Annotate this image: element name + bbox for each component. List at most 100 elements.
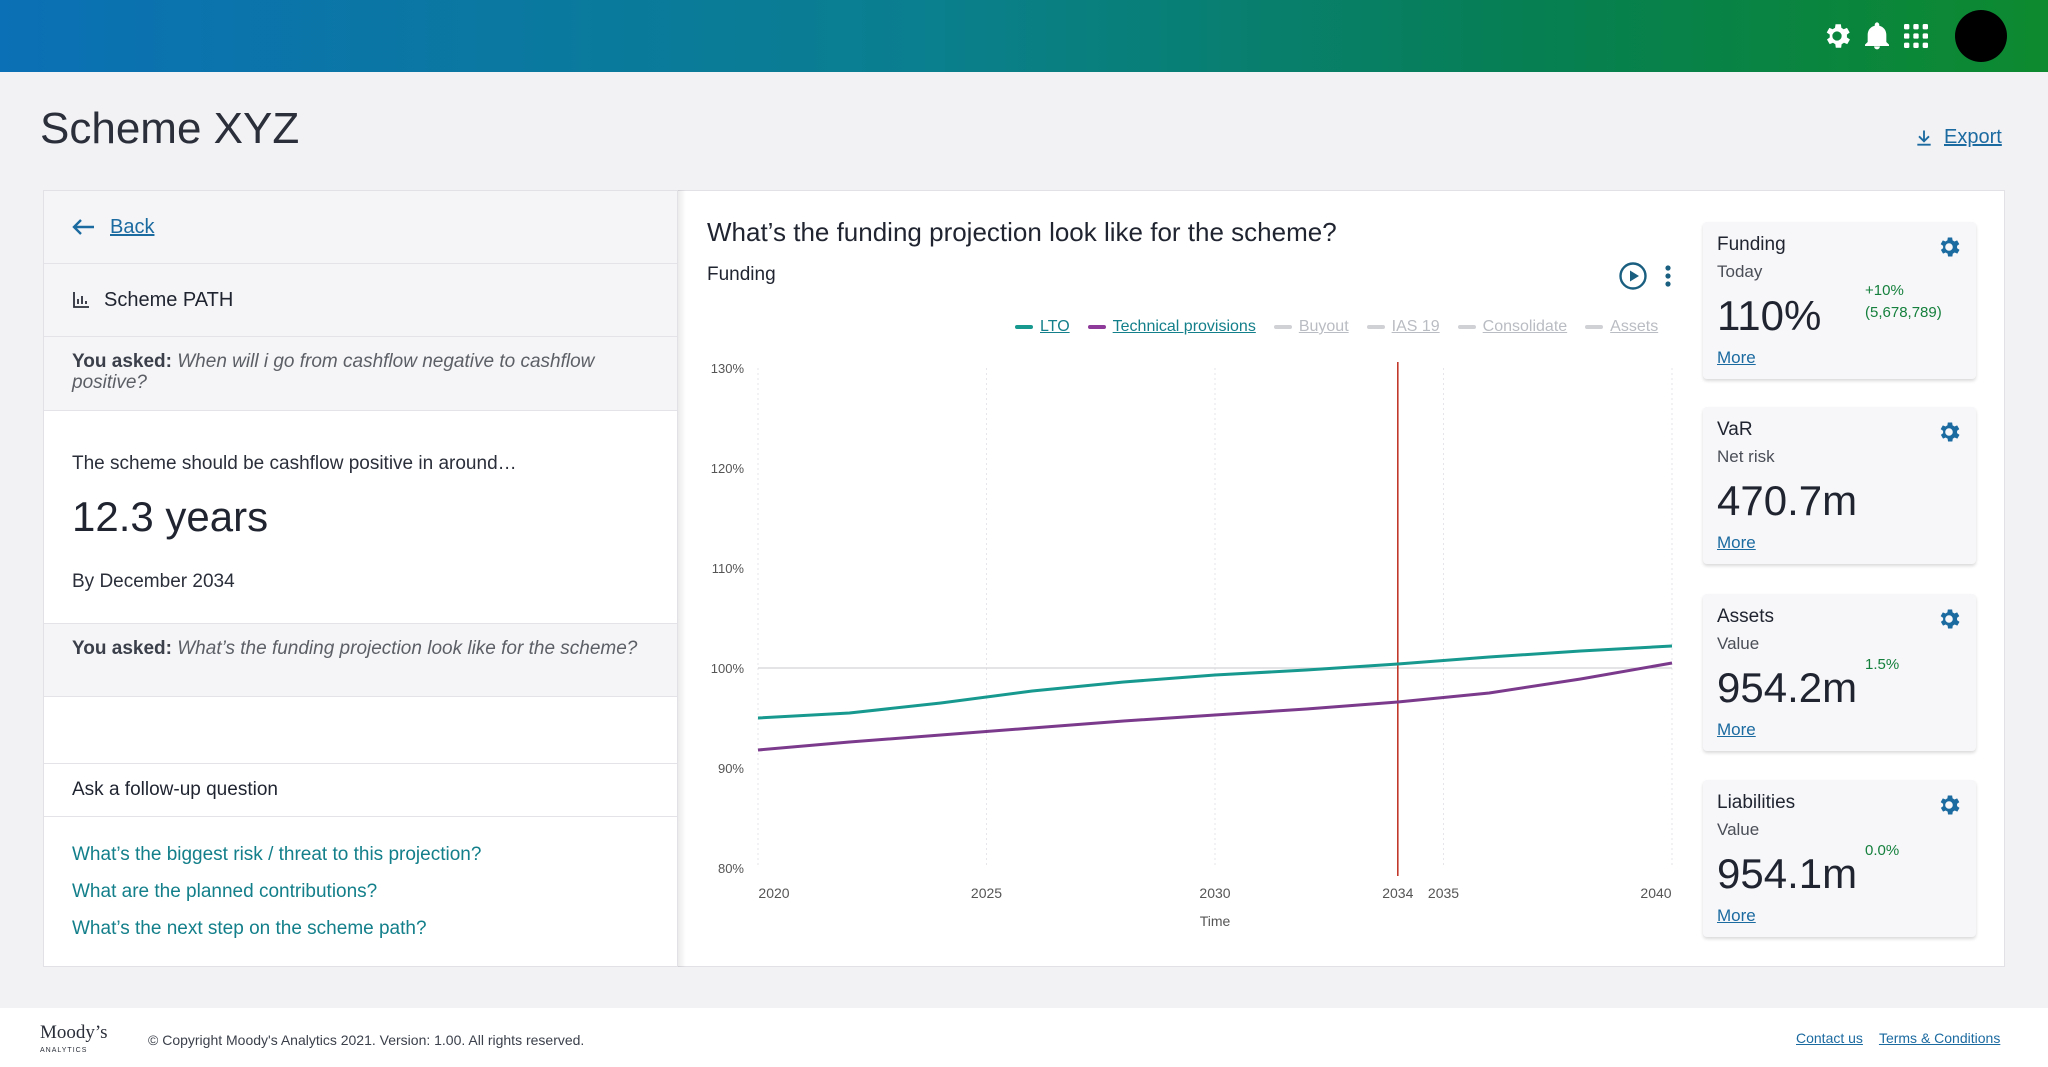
legend-item-assets[interactable]: Assets: [1585, 318, 1658, 336]
chart-legend: LTO Technical provisions Buyout IAS 19 C…: [1015, 318, 1658, 336]
play-icon[interactable]: [1618, 261, 1648, 291]
follow-up-link[interactable]: What’s the next step on the scheme path?: [72, 918, 427, 939]
back-label: Back: [110, 215, 155, 238]
x-tick-label: 2025: [971, 885, 1002, 901]
page-title: Scheme XYZ: [40, 104, 300, 153]
y-tick-label: 90%: [718, 761, 744, 776]
answer-value: 12.3 years: [72, 493, 269, 540]
x-tick-label: 2034: [1382, 885, 1413, 901]
asked-question-text: When will i go from cashflow negative to…: [72, 351, 595, 393]
scheme-path-label: Scheme PATH: [104, 288, 234, 311]
legend-item-lto[interactable]: LTO: [1015, 318, 1070, 336]
avatar[interactable]: [1955, 10, 2007, 62]
legend-swatch: [1585, 325, 1604, 329]
asked-question-text: What’s the funding projection look like …: [177, 638, 638, 659]
answer-date: By December 2034: [72, 571, 235, 592]
chart-title: Funding: [707, 264, 776, 285]
answer-block: The scheme should be cashflow positive i…: [44, 411, 677, 624]
kpi-card-assets: Assets Value 954.2m 1.5% More: [1703, 594, 1976, 751]
legend-item-buyout[interactable]: Buyout: [1273, 318, 1349, 336]
card-delta: 1.5%: [1865, 656, 1900, 673]
apps-grid-icon[interactable]: [1900, 20, 1932, 52]
legend-label: IAS 19: [1391, 318, 1440, 335]
kpi-card-funding: Funding Today 110% +10% (5,678,789) More: [1703, 222, 1976, 379]
y-tick-label: 110%: [712, 561, 745, 576]
copyright-text: © Copyright Moody's Analytics 2021. Vers…: [148, 1032, 585, 1048]
card-subtitle: Today: [1717, 262, 1763, 281]
export-label: Export: [1944, 126, 2002, 148]
asked-question-2: You asked: What’s the funding projection…: [44, 624, 677, 697]
top-bar: [0, 0, 2048, 72]
legend-swatch: [1087, 325, 1106, 329]
card-more-link[interactable]: More: [1717, 533, 1756, 552]
card-value: 954.1m: [1717, 850, 1858, 897]
scheme-path-header: Scheme PATH: [44, 264, 677, 337]
card-value: 954.2m: [1717, 664, 1858, 711]
asked-label: You asked:: [72, 638, 172, 659]
x-tick-label: 2035: [1428, 885, 1459, 901]
legend-swatch: [1457, 325, 1476, 329]
gear-icon[interactable]: [1936, 234, 1962, 260]
legend-swatch: [1273, 325, 1292, 329]
x-tick-label: 2020: [758, 885, 789, 901]
bell-icon[interactable]: [1861, 20, 1893, 52]
funding-chart: 80% 90% 100% 110% 120% 130% 2020 2025 2030 2034 20…: [711, 361, 1673, 929]
follow-up-title: Ask a follow-up question: [44, 764, 677, 817]
conversation-panel: Back Scheme PATH You asked: When will i …: [43, 190, 678, 967]
legend-item-ias19[interactable]: IAS 19: [1366, 318, 1440, 336]
card-value: 470.7m: [1717, 477, 1858, 524]
card-subtitle: Value: [1717, 634, 1760, 653]
x-axis-label: Time: [1200, 913, 1231, 929]
follow-up-link[interactable]: What are the planned contributions?: [72, 881, 378, 902]
card-more-link[interactable]: More: [1717, 906, 1756, 925]
card-subtitle: Value: [1717, 820, 1760, 839]
follow-up-list: What’s the biggest risk / threat to this…: [72, 836, 481, 947]
series-line-lto: [757, 644, 1673, 720]
follow-up-link[interactable]: What’s the biggest risk / threat to this…: [72, 844, 482, 865]
more-vertical-icon[interactable]: [1661, 263, 1675, 289]
gear-icon[interactable]: [1821, 20, 1853, 52]
x-tick-label: 2040: [1640, 885, 1671, 901]
back-link[interactable]: Back: [44, 191, 677, 264]
legend-swatch: [1015, 325, 1033, 329]
card-title: VaR: [1717, 419, 1753, 440]
chart-question: What’s the funding projection look like …: [707, 217, 1337, 247]
moodys-logo: Moody’s ANALYTICS: [40, 1023, 108, 1058]
download-icon: [1917, 130, 1931, 146]
legend-swatch: [1366, 325, 1385, 329]
card-value: 110%: [1717, 292, 1822, 339]
logo-subtext: ANALYTICS: [40, 1047, 88, 1054]
legend-label: Assets: [1610, 318, 1659, 335]
footer: Moody’s ANALYTICS © Copyright Moody's An…: [0, 1008, 2048, 1067]
kpi-card-liabilities: Liabilities Value 954.1m 0.0% More: [1703, 780, 1976, 937]
y-tick-label: 130%: [711, 361, 745, 376]
card-delta: +10% (5,678,789): [1865, 280, 1942, 324]
contact-link[interactable]: Contact us: [1796, 1030, 1863, 1046]
bar-chart-icon: [73, 292, 89, 308]
delta-percent: +10%: [1865, 282, 1904, 299]
export-button[interactable]: Export: [1914, 126, 2002, 149]
gear-icon[interactable]: [1936, 419, 1962, 445]
legend-item-consolidate[interactable]: Consolidate: [1457, 318, 1567, 336]
footer-links: Contact us Terms & Conditions: [1796, 1030, 2000, 1046]
card-title: Assets: [1717, 606, 1775, 627]
x-tick-label: 2030: [1199, 885, 1230, 901]
card-title: Funding: [1717, 234, 1786, 255]
legend-label: LTO: [1040, 318, 1070, 335]
arrow-left-icon: [72, 219, 94, 235]
logo-text: Moody’s: [40, 1022, 108, 1043]
series-line-technical-provisions: [757, 661, 1673, 752]
gear-icon[interactable]: [1936, 606, 1962, 632]
asked-label: You asked:: [72, 351, 172, 372]
legend-item-technical-provisions[interactable]: Technical provisions: [1087, 318, 1256, 336]
card-more-link[interactable]: More: [1717, 348, 1756, 367]
delta-amount: (5,678,789): [1865, 304, 1942, 321]
card-subtitle: Net risk: [1717, 447, 1775, 466]
card-more-link[interactable]: More: [1717, 720, 1756, 739]
terms-link[interactable]: Terms & Conditions: [1878, 1030, 2001, 1046]
card-delta: 0.0%: [1865, 842, 1900, 859]
kpi-card-var: VaR Net risk 470.7m More: [1703, 407, 1976, 564]
y-tick-label: 100%: [711, 661, 745, 676]
answer-lead: The scheme should be cashflow positive i…: [72, 453, 517, 474]
gear-icon[interactable]: [1936, 792, 1962, 818]
